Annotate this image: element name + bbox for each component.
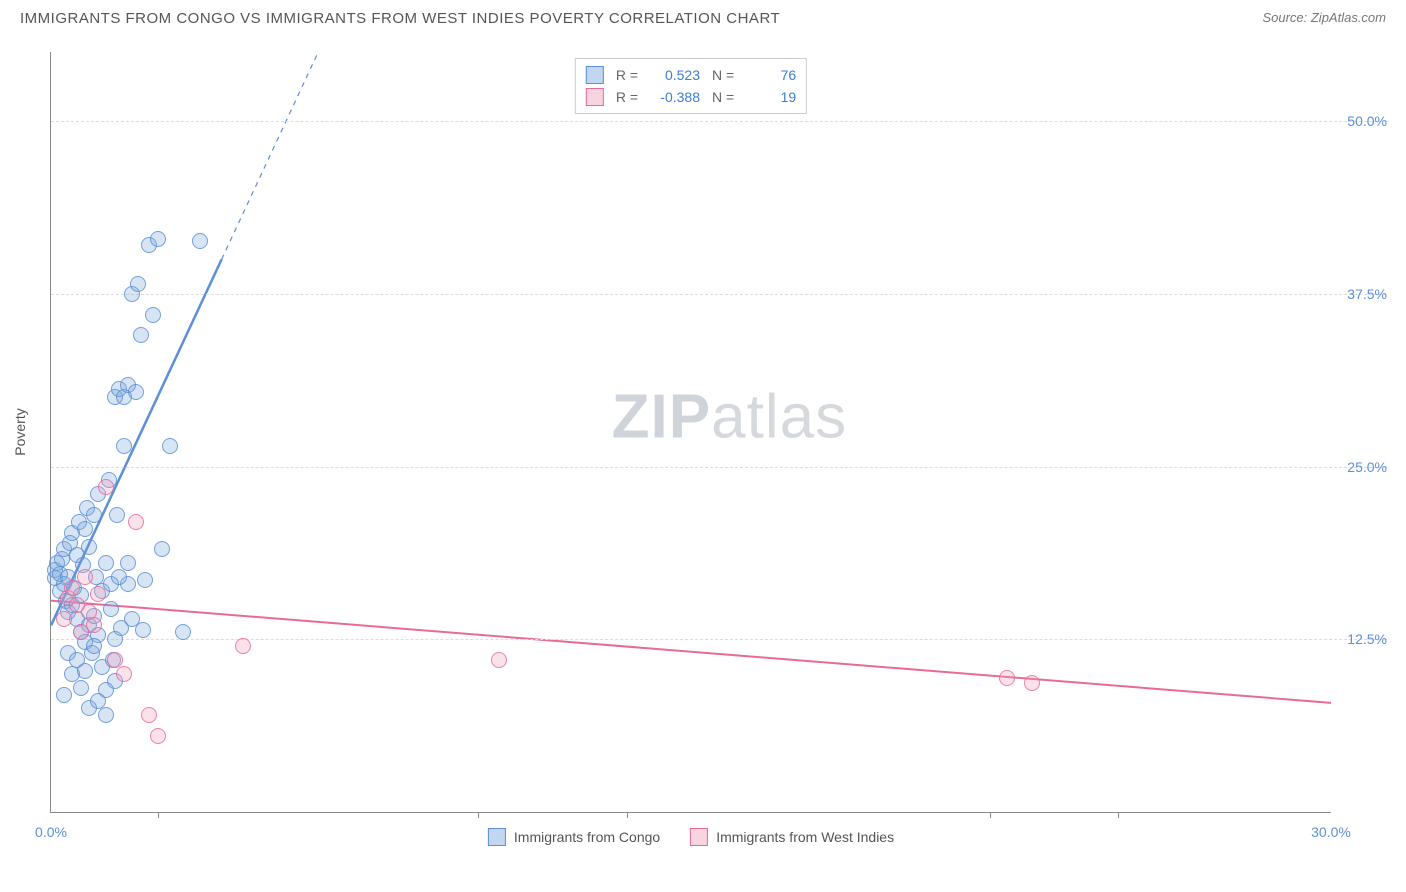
- stats-row-congo: R = 0.523 N = 76: [586, 64, 796, 86]
- point-congo: [116, 438, 132, 454]
- point-congo: [77, 663, 93, 679]
- stats-row-west-indies: R = -0.388 N = 19: [586, 86, 796, 108]
- swatch-congo: [488, 828, 506, 846]
- n-label: N =: [712, 67, 734, 83]
- x-tick: [1118, 812, 1119, 818]
- source-name: ZipAtlas.com: [1311, 10, 1386, 25]
- gridline-h: [51, 467, 1387, 468]
- point-west-indies: [141, 707, 157, 723]
- legend-label-west-indies: Immigrants from West Indies: [716, 829, 894, 845]
- point-west-indies: [235, 638, 251, 654]
- point-congo: [150, 231, 166, 247]
- n-label: N =: [712, 89, 734, 105]
- point-congo: [175, 624, 191, 640]
- y-tick-label: 25.0%: [1331, 459, 1387, 475]
- n-value-congo: 76: [746, 67, 796, 83]
- gridline-h: [51, 121, 1387, 122]
- legend-item-congo: Immigrants from Congo: [488, 828, 660, 846]
- r-value-west-indies: -0.388: [650, 89, 700, 105]
- point-west-indies: [999, 670, 1015, 686]
- stats-legend: R = 0.523 N = 76 R = -0.388 N = 19: [575, 58, 807, 114]
- point-west-indies: [64, 580, 80, 596]
- legend-label-congo: Immigrants from Congo: [514, 829, 660, 845]
- y-tick-label: 37.5%: [1331, 286, 1387, 302]
- point-congo: [86, 638, 102, 654]
- point-west-indies: [491, 652, 507, 668]
- point-congo: [128, 384, 144, 400]
- point-congo: [120, 555, 136, 571]
- point-congo: [111, 569, 127, 585]
- gridline-h: [51, 639, 1387, 640]
- point-congo: [98, 707, 114, 723]
- point-west-indies: [98, 479, 114, 495]
- point-west-indies: [86, 617, 102, 633]
- chart-title: IMMIGRANTS FROM CONGO VS IMMIGRANTS FROM…: [20, 10, 780, 27]
- point-congo: [98, 555, 114, 571]
- x-tick-label: 0.0%: [35, 824, 67, 840]
- point-congo: [137, 572, 153, 588]
- point-congo: [162, 438, 178, 454]
- point-congo: [130, 276, 146, 292]
- point-west-indies: [116, 666, 132, 682]
- series-legend: Immigrants from Congo Immigrants from We…: [488, 828, 894, 846]
- watermark-rest: atlas: [711, 382, 847, 451]
- point-congo: [133, 327, 149, 343]
- header: IMMIGRANTS FROM CONGO VS IMMIGRANTS FROM…: [0, 0, 1406, 40]
- plot-area: ZIPatlas R = 0.523 N = 76 R = -0.388 N =…: [50, 52, 1331, 813]
- watermark-bold: ZIP: [612, 382, 711, 451]
- r-value-congo: 0.523: [650, 67, 700, 83]
- r-label: R =: [616, 67, 638, 83]
- legend-item-west-indies: Immigrants from West Indies: [690, 828, 894, 846]
- r-label: R =: [616, 89, 638, 105]
- x-tick: [627, 812, 628, 818]
- point-congo: [77, 521, 93, 537]
- swatch-west-indies: [586, 88, 604, 106]
- trendline-dash-congo: [222, 52, 319, 259]
- y-tick-label: 12.5%: [1331, 631, 1387, 647]
- point-congo: [56, 687, 72, 703]
- point-west-indies: [150, 728, 166, 744]
- point-congo: [86, 507, 102, 523]
- point-congo: [103, 601, 119, 617]
- point-west-indies: [1024, 675, 1040, 691]
- watermark: ZIPatlas: [612, 381, 847, 452]
- source-attribution: Source: ZipAtlas.com: [1262, 10, 1386, 25]
- point-congo: [73, 680, 89, 696]
- swatch-west-indies: [690, 828, 708, 846]
- gridline-h: [51, 294, 1387, 295]
- point-congo: [109, 507, 125, 523]
- chart-container: Poverty ZIPatlas R = 0.523 N = 76 R = -0…: [50, 52, 1386, 812]
- point-west-indies: [56, 611, 72, 627]
- point-congo: [192, 233, 208, 249]
- point-congo: [145, 307, 161, 323]
- point-congo: [81, 539, 97, 555]
- x-tick: [158, 812, 159, 818]
- point-west-indies: [77, 569, 93, 585]
- point-west-indies: [90, 586, 106, 602]
- x-tick: [990, 812, 991, 818]
- swatch-congo: [586, 66, 604, 84]
- trend-lines: [51, 52, 1331, 812]
- source-prefix: Source:: [1262, 10, 1310, 25]
- x-tick-label: 30.0%: [1311, 824, 1351, 840]
- point-congo: [135, 622, 151, 638]
- point-congo: [154, 541, 170, 557]
- y-axis-title: Poverty: [12, 408, 28, 455]
- n-value-west-indies: 19: [746, 89, 796, 105]
- x-tick: [478, 812, 479, 818]
- point-west-indies: [128, 514, 144, 530]
- y-tick-label: 50.0%: [1331, 113, 1387, 129]
